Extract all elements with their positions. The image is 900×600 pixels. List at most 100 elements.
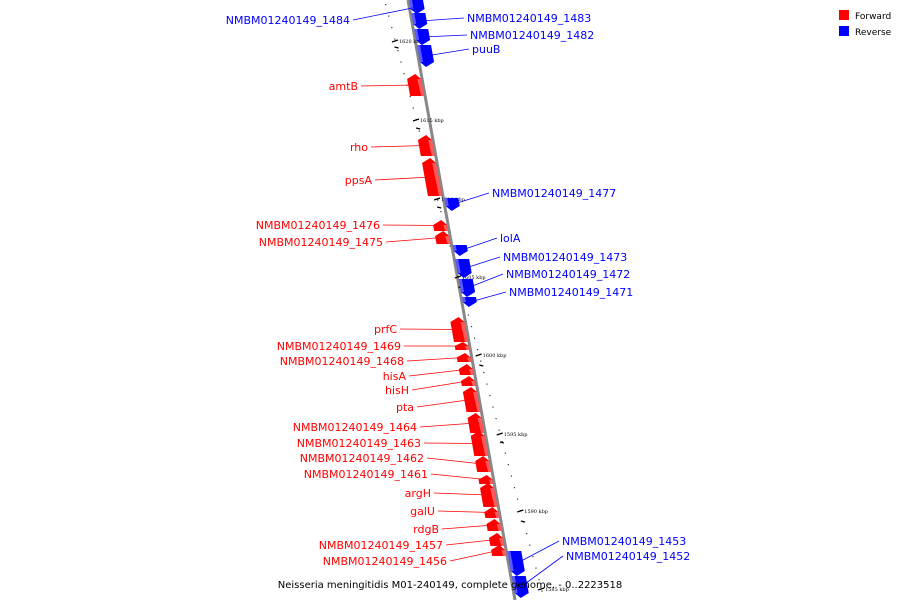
gene-feature[interactable] — [450, 317, 468, 342]
forward-gene-arrow[interactable] — [486, 519, 502, 531]
gene-feature[interactable] — [452, 245, 468, 256]
gene-arrow-highlight — [414, 29, 420, 40]
gene-label[interactable]: NMBM01240149_1475 — [259, 236, 383, 249]
gene-feature[interactable] — [411, 13, 428, 29]
gene-label[interactable]: prfC — [374, 323, 397, 336]
reverse-gene-arrow[interactable] — [414, 29, 431, 45]
gene-feature[interactable] — [433, 220, 449, 231]
gene-label[interactable]: NMBM01240149_1469 — [277, 340, 401, 353]
gene-label[interactable]: galU — [410, 505, 435, 518]
reverse-gene-arrow[interactable] — [461, 297, 477, 307]
gene-feature[interactable] — [455, 259, 472, 278]
scale-dot — [538, 579, 540, 581]
gene-feature[interactable] — [507, 551, 525, 576]
gene-label[interactable]: NMBM01240149_1482 — [470, 29, 594, 42]
gene-feature[interactable] — [458, 364, 474, 375]
forward-gene-arrow[interactable] — [478, 475, 494, 484]
gene-feature[interactable] — [414, 29, 431, 45]
reverse-gene-arrow[interactable] — [452, 245, 468, 256]
reverse-gene-arrow[interactable] — [511, 576, 529, 598]
scale-dash — [499, 441, 505, 444]
scale-dot — [470, 326, 473, 328]
gene-feature[interactable] — [460, 376, 476, 386]
gene-label[interactable]: lolA — [500, 232, 521, 245]
forward-gene-arrow[interactable] — [450, 317, 468, 342]
gene-label[interactable]: NMBM01240149_1463 — [297, 437, 421, 450]
gene-feature[interactable] — [478, 475, 494, 484]
forward-gene-arrow[interactable] — [454, 342, 470, 350]
gene-label[interactable]: rho — [350, 141, 368, 154]
gene-label[interactable]: NMBM01240149_1457 — [319, 539, 443, 552]
forward-gene-arrow[interactable] — [456, 353, 472, 362]
gene-label[interactable]: NMBM01240149_1453 — [562, 535, 686, 548]
forward-gene-arrow[interactable] — [480, 483, 498, 507]
gene-feature[interactable] — [462, 387, 481, 412]
gene-label[interactable]: hisA — [383, 370, 407, 383]
forward-gene-arrow[interactable] — [407, 74, 425, 96]
gene-label[interactable]: rdgB — [413, 523, 439, 536]
gene-label[interactable]: amtB — [329, 80, 358, 93]
reverse-gene-arrow[interactable] — [417, 45, 435, 67]
gene-feature[interactable] — [475, 456, 492, 472]
gene-feature[interactable] — [511, 576, 529, 598]
gene-label[interactable]: NMBM01240149_1471 — [509, 286, 633, 299]
gene-label[interactable]: NMBM01240149_1473 — [503, 251, 627, 264]
gene-feature[interactable] — [444, 198, 460, 211]
gene-feature[interactable] — [480, 483, 498, 507]
gene-label[interactable]: NMBM01240149_1456 — [323, 555, 447, 568]
gene-label[interactable]: puuB — [472, 43, 500, 56]
gene-leader-line — [419, 422, 476, 428]
forward-gene-arrow[interactable] — [488, 533, 505, 546]
gene-arrow-highlight — [455, 259, 461, 273]
forward-gene-arrow[interactable] — [433, 220, 449, 231]
gene-label[interactable]: argH — [405, 487, 431, 500]
gene-feature[interactable] — [458, 279, 476, 297]
forward-gene-arrow[interactable] — [470, 431, 489, 456]
gene-label[interactable]: NMBM01240149_1462 — [300, 452, 424, 465]
forward-gene-arrow[interactable] — [475, 456, 492, 472]
gene-label[interactable]: NMBM01240149_1477 — [492, 187, 616, 200]
gene-feature[interactable] — [491, 545, 507, 556]
scale-dot — [516, 498, 519, 500]
gene-feature[interactable] — [484, 507, 500, 518]
scale-tick-label: 1585 kbp — [545, 587, 569, 593]
gene-label[interactable]: NMBM01240149_1468 — [280, 355, 404, 368]
gene-feature[interactable] — [461, 297, 477, 307]
forward-gene-arrow[interactable] — [484, 507, 500, 518]
reverse-gene-arrow[interactable] — [455, 259, 472, 278]
gene-label[interactable]: hisH — [385, 384, 409, 397]
gene-feature[interactable] — [407, 74, 425, 96]
forward-gene-arrow[interactable] — [462, 387, 481, 412]
gene-label[interactable]: NMBM01240149_1452 — [566, 550, 690, 563]
forward-gene-arrow[interactable] — [460, 376, 476, 386]
gene-feature[interactable] — [422, 158, 442, 196]
reverse-gene-arrow[interactable] — [444, 198, 460, 211]
reverse-gene-arrow[interactable] — [458, 279, 476, 297]
gene-feature[interactable] — [470, 431, 489, 456]
reverse-gene-arrow[interactable] — [507, 551, 525, 576]
forward-gene-arrow[interactable] — [458, 364, 474, 375]
gene-label[interactable]: ppsA — [345, 174, 373, 187]
gene-label[interactable]: pta — [396, 401, 414, 414]
gene-arrow-highlight — [468, 369, 474, 375]
reverse-gene-arrow[interactable] — [411, 13, 428, 29]
gene-feature[interactable] — [488, 533, 505, 546]
gene-label[interactable]: NMBM01240149_1484 — [226, 14, 350, 27]
gene-feature[interactable] — [417, 135, 435, 156]
gene-label[interactable]: NMBM01240149_1476 — [256, 219, 380, 232]
gene-feature[interactable] — [435, 231, 451, 244]
forward-gene-arrow[interactable] — [417, 135, 435, 156]
gene-feature[interactable] — [456, 353, 472, 362]
gene-feature[interactable] — [417, 45, 435, 67]
forward-gene-arrow[interactable] — [491, 545, 507, 556]
gene-label[interactable]: NMBM01240149_1472 — [506, 268, 630, 281]
gene-feature[interactable] — [467, 413, 485, 433]
gene-label[interactable]: NMBM01240149_1464 — [293, 421, 417, 434]
gene-label[interactable]: NMBM01240149_1461 — [304, 468, 428, 481]
forward-gene-arrow[interactable] — [422, 158, 442, 196]
gene-feature[interactable] — [454, 342, 470, 350]
forward-gene-arrow[interactable] — [467, 413, 485, 433]
gene-feature[interactable] — [486, 519, 502, 531]
gene-label[interactable]: NMBM01240149_1483 — [467, 12, 591, 25]
forward-gene-arrow[interactable] — [435, 231, 451, 244]
